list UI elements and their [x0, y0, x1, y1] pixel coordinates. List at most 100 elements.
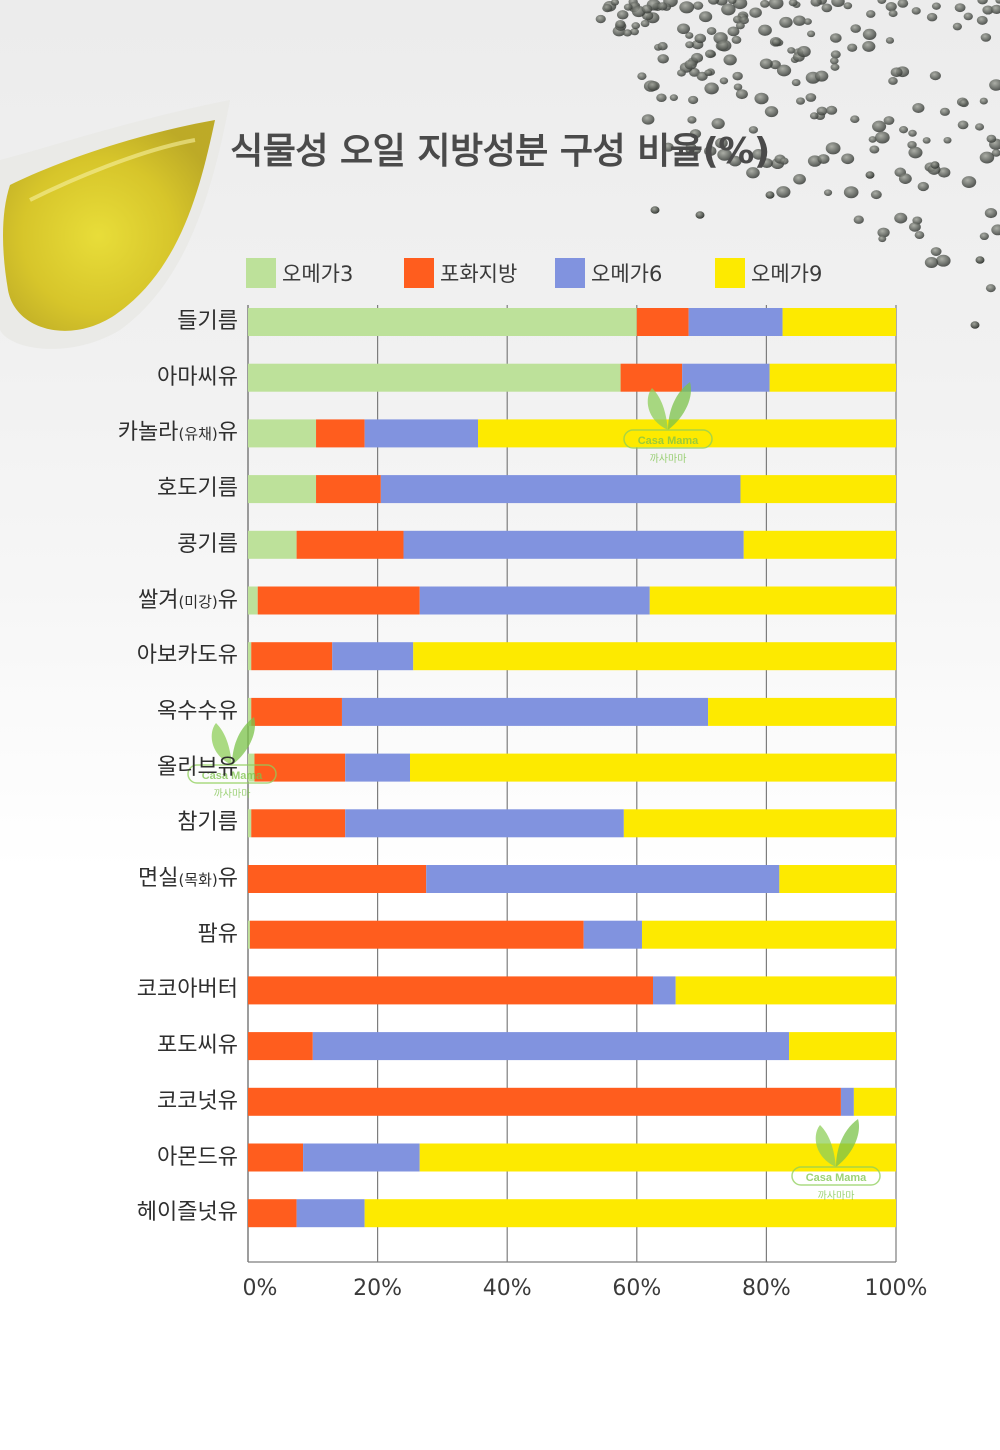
seed-dot	[679, 1, 695, 14]
category-label: 면실(목화)유	[18, 865, 238, 894]
seed-dot	[926, 12, 938, 22]
category-label-main: 아몬드유	[157, 1144, 238, 1170]
bar-segment	[478, 419, 896, 448]
bar-segment	[641, 920, 896, 949]
bar-segment	[345, 809, 624, 838]
bar-segment	[316, 419, 365, 448]
seed-dot	[637, 72, 647, 80]
bar-segment	[296, 530, 404, 559]
seed-dot	[841, 153, 855, 165]
seed-dot	[830, 63, 840, 71]
seed-dot	[936, 254, 951, 267]
seed-dot	[796, 97, 806, 105]
bar-segment	[248, 586, 258, 615]
seed-dot	[695, 211, 705, 219]
category-label: 헤이즐넛유	[18, 1199, 238, 1227]
bar-segment	[708, 697, 896, 726]
seed-dot	[924, 257, 939, 268]
bar-segment	[740, 475, 896, 504]
seed-dot	[975, 123, 985, 131]
bar-segment	[682, 363, 770, 392]
seed-dot	[810, 0, 822, 7]
bar-segment	[688, 308, 783, 336]
seed-dot	[630, 28, 639, 36]
seed-dot	[908, 146, 923, 159]
seed-dot	[866, 10, 876, 18]
seed-dot	[843, 186, 859, 199]
seed-dot	[885, 2, 897, 12]
seed-dot	[760, 0, 770, 8]
seed-dot	[759, 58, 773, 70]
category-label-main: 포도씨유	[157, 1033, 238, 1059]
seed-dot	[959, 99, 969, 108]
bar-segment	[413, 642, 896, 671]
seed-dot	[995, 0, 1000, 4]
seed-dot	[982, 5, 994, 15]
seed-dot	[641, 4, 653, 14]
bar-segment	[364, 419, 479, 448]
seed-dot	[909, 222, 921, 232]
seed-dot	[888, 77, 898, 85]
category-label-main: 헤이즐넛유	[136, 1200, 238, 1226]
bar-segment	[380, 475, 741, 504]
category-label-suffix: 유	[217, 587, 238, 613]
seed-dot	[899, 126, 909, 134]
seed-dot	[831, 0, 845, 8]
bar-segment	[248, 308, 637, 336]
seed-dot	[704, 82, 719, 95]
seed-dot	[728, 0, 737, 5]
bar-segment	[316, 475, 381, 504]
seed-dot	[754, 92, 769, 105]
bar-segment	[789, 1032, 896, 1061]
seed-dot	[694, 33, 707, 44]
seed-dot	[704, 69, 713, 77]
seed-dot	[829, 57, 839, 65]
category-label-paren: (미강)	[178, 592, 218, 611]
seed-dot	[684, 59, 697, 70]
seed-dot	[746, 167, 760, 179]
seed-dot	[954, 3, 966, 13]
bar-segment	[248, 1032, 313, 1061]
seed-dot	[814, 70, 829, 82]
watermark-logo: Casa Mama 까사마마	[623, 382, 713, 465]
seed-dot	[931, 2, 941, 10]
bar-segment	[251, 697, 342, 726]
x-tick-label: 0%	[242, 1276, 278, 1301]
svg-text:Casa Mama: Casa Mama	[806, 1172, 867, 1184]
bar-segment	[248, 920, 250, 949]
category-label-main: 카놀라	[117, 420, 179, 446]
seed-dot	[689, 67, 700, 77]
svg-text:Casa Mama: Casa Mama	[638, 435, 699, 447]
bar-segment	[249, 920, 584, 949]
x-tick-label: 20%	[353, 1276, 403, 1301]
seed-dot	[779, 157, 789, 165]
seed-dot	[793, 174, 806, 185]
seed-dot	[669, 94, 678, 101]
seed-dot	[885, 37, 895, 44]
seed-dot	[691, 52, 704, 63]
seed-dot	[870, 190, 882, 200]
seed-dot	[961, 176, 977, 188]
category-label: 아마씨유	[18, 364, 238, 392]
category-label: 코코아버터	[18, 976, 238, 1004]
seed-dot	[595, 14, 606, 24]
seed-dot	[711, 118, 725, 130]
bar-segment	[251, 809, 346, 838]
seed-dot	[979, 151, 995, 164]
seed-dot	[723, 54, 737, 66]
bar-segment	[303, 1143, 420, 1172]
seed-dot	[984, 208, 998, 219]
bar-segment	[649, 586, 896, 615]
category-label: 들기름	[18, 308, 238, 336]
seed-dot	[922, 137, 931, 144]
category-label-main: 면실	[137, 866, 179, 891]
seed-dot	[816, 106, 828, 116]
bar-segment	[248, 642, 252, 671]
seed-dot	[735, 89, 748, 100]
bar-segment	[364, 1199, 896, 1228]
seed-dot	[758, 24, 772, 36]
chia-seeds-image	[595, 0, 1000, 329]
bar-segment	[248, 697, 252, 726]
seed-dot	[776, 186, 791, 198]
category-label: 옥수수유	[18, 698, 238, 726]
